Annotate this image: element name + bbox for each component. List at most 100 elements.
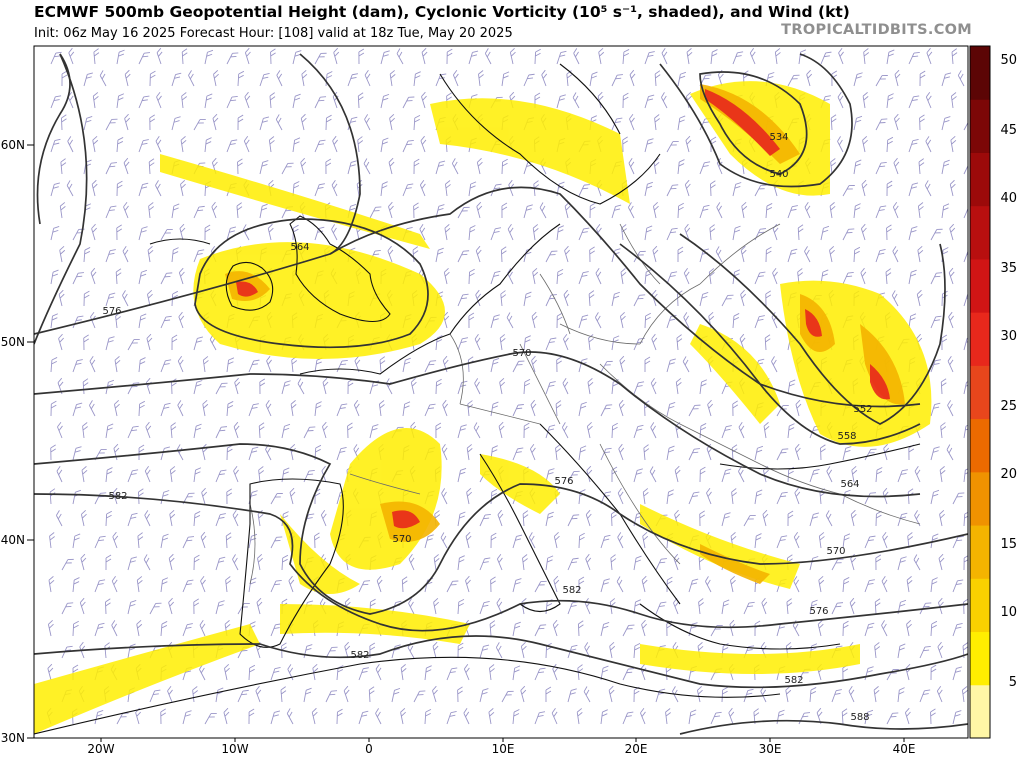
wind-barb xyxy=(267,223,274,241)
wind-barb xyxy=(619,311,626,329)
wind-barb xyxy=(578,227,590,241)
wind-barb xyxy=(421,47,428,65)
wind-barb xyxy=(698,598,704,615)
wind-barb xyxy=(280,686,287,703)
wind-barb xyxy=(182,710,192,725)
wind-barb xyxy=(787,74,800,87)
wind-barb xyxy=(608,685,615,703)
wind-barb xyxy=(332,135,338,153)
colorbar-frame xyxy=(969,45,991,739)
wind-barb xyxy=(204,224,211,241)
wind-barb xyxy=(682,356,690,373)
wind-barb xyxy=(325,158,332,175)
wind-barb xyxy=(842,577,850,593)
wind-barb xyxy=(804,202,811,219)
wind-barb xyxy=(204,712,217,725)
wind-barb xyxy=(825,510,833,527)
wind-barb xyxy=(741,201,748,219)
wind-barb xyxy=(930,664,937,681)
wind-barb xyxy=(138,313,147,329)
wind-barb xyxy=(336,708,343,725)
wind-barb xyxy=(566,70,573,87)
wind-barb xyxy=(787,248,798,263)
wind-barb xyxy=(598,47,605,65)
wind-barb xyxy=(56,510,63,527)
wind-barb xyxy=(193,554,200,571)
wind-barb xyxy=(617,487,624,505)
wind-barb xyxy=(572,92,580,109)
wind-barb xyxy=(478,70,484,87)
wind-barb xyxy=(58,289,65,307)
wind-barb xyxy=(105,554,112,571)
wind-barb xyxy=(259,160,269,175)
wind-barb xyxy=(91,223,98,241)
wind-barb xyxy=(918,158,925,175)
wind-barb xyxy=(936,685,943,703)
wind-barb xyxy=(171,72,182,87)
wind-barb xyxy=(715,246,723,263)
wind-barb xyxy=(776,535,788,549)
wind-barb xyxy=(331,180,338,197)
wind-barb xyxy=(468,50,479,65)
wind-barb xyxy=(444,224,451,241)
wind-barb xyxy=(343,685,350,703)
wind-barb xyxy=(732,51,744,65)
wind-barb xyxy=(320,509,327,527)
wind-barb xyxy=(237,114,244,131)
wind-barb xyxy=(539,202,547,219)
wind-barb xyxy=(506,312,514,329)
wind-barb xyxy=(677,202,684,219)
wind-barb xyxy=(435,73,447,87)
wind-barb xyxy=(281,162,294,175)
wind-barb xyxy=(432,641,439,659)
wind-barb xyxy=(169,509,176,527)
wind-barb xyxy=(563,289,570,307)
wind-barb xyxy=(281,423,291,439)
wind-barb xyxy=(578,445,587,461)
colorbar-label: 25 xyxy=(1000,399,1017,414)
wind-barb xyxy=(149,114,156,131)
wind-barb xyxy=(379,356,386,373)
wind-barb xyxy=(136,619,143,637)
wind-barb xyxy=(490,488,498,505)
colorbar-label: 50 xyxy=(1000,53,1017,68)
wind-barb xyxy=(270,493,283,505)
wind-barb xyxy=(60,158,67,175)
wind-barb xyxy=(479,688,489,703)
wind-barb xyxy=(531,355,537,373)
wind-barb xyxy=(676,334,683,351)
wind-barb xyxy=(677,246,684,263)
wind-barb xyxy=(849,597,856,615)
wind-barb xyxy=(419,179,426,197)
wind-barb xyxy=(72,446,82,461)
lat-label-60n: 60N xyxy=(1,138,25,152)
colorbar-label: 15 xyxy=(1000,537,1017,552)
wind-barb xyxy=(93,48,100,65)
wind-barb xyxy=(629,113,635,131)
wind-barb xyxy=(893,157,900,175)
wind-barb xyxy=(842,446,852,461)
wind-barb xyxy=(193,336,204,351)
wind-barb xyxy=(716,202,723,219)
wind-barb xyxy=(127,600,137,615)
contour-label: 582 xyxy=(562,585,581,596)
height-contours xyxy=(34,53,968,735)
wind-barb xyxy=(728,707,735,725)
wind-barb xyxy=(649,466,657,483)
wind-barb xyxy=(94,579,106,593)
wind-barb xyxy=(490,532,497,549)
wind-barb xyxy=(930,708,936,725)
wind-barb xyxy=(530,399,537,417)
wind-barb xyxy=(105,336,115,351)
wind-barb xyxy=(147,289,153,307)
wind-barb xyxy=(507,224,514,241)
wind-barb xyxy=(809,599,818,615)
wind-barb xyxy=(466,487,473,505)
wind-barb xyxy=(881,620,888,637)
wind-barb xyxy=(930,446,940,461)
wind-barb xyxy=(838,47,844,65)
wind-barb xyxy=(611,291,620,307)
wind-barb xyxy=(501,71,510,87)
wind-barb xyxy=(655,558,667,571)
wind-barb xyxy=(938,553,945,571)
